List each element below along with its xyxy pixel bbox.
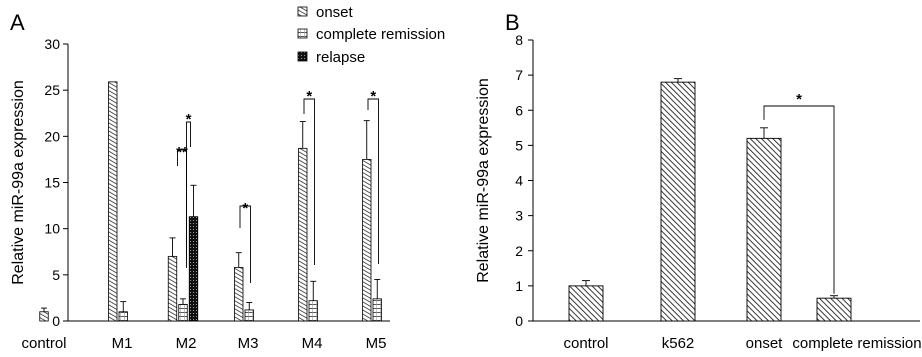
significance-bracket: [763, 105, 835, 294]
significance-bracket: [239, 205, 251, 283]
significance-bracket: [367, 98, 379, 264]
significance-bracket: [177, 149, 187, 268]
bar: [746, 137, 782, 322]
bar: [188, 216, 199, 322]
bar: [234, 267, 244, 322]
bar: [816, 297, 852, 322]
y-tick-label: 0: [52, 313, 60, 329]
y-tick-label: 6: [515, 102, 523, 118]
bar: [372, 298, 382, 322]
bar: [118, 311, 128, 322]
bar: [308, 300, 318, 322]
bar: [298, 147, 308, 322]
y-tick-label: 15: [44, 175, 60, 191]
significance-bracket: [303, 98, 315, 265]
x-tick-label: M2: [176, 335, 197, 352]
significance-label: *: [796, 91, 802, 108]
bar: [167, 255, 178, 322]
y-tick-label: 5: [515, 137, 523, 153]
legend-label: relapse: [316, 49, 365, 66]
x-tick-label: M5: [366, 335, 387, 352]
y-axis-label: Relative miR-99a expression: [475, 78, 492, 283]
x-tick-label: M1: [112, 335, 133, 352]
legend-label: complete remission: [316, 26, 445, 43]
y-tick-label: 1: [515, 278, 523, 294]
y-tick-label: 2: [515, 243, 523, 259]
bar: [244, 309, 254, 322]
bar: [108, 81, 118, 322]
y-tick-label: 5: [52, 267, 60, 283]
x-tick-label: M4: [302, 335, 323, 352]
significance-label: *: [186, 111, 192, 128]
significance-label: *: [370, 88, 376, 105]
y-tick-label: 30: [44, 36, 60, 52]
x-tick-label: onset: [746, 335, 784, 352]
legend-swatch: [297, 28, 308, 39]
x-tick-label: control: [563, 335, 608, 352]
panel-label: B: [505, 10, 520, 35]
legend-swatch: [297, 6, 308, 17]
x-tick-label: complete remission: [792, 335, 921, 352]
legend-label: onset: [316, 4, 354, 21]
x-tick-label: M3: [238, 335, 259, 352]
y-tick-label: 20: [44, 128, 60, 144]
y-tick-label: 8: [515, 32, 523, 48]
legend-swatch: [297, 51, 308, 62]
bar: [660, 81, 696, 322]
bar: [568, 285, 604, 322]
y-tick-label: 4: [515, 173, 523, 189]
y-tick-label: 10: [44, 221, 60, 237]
bar: [39, 311, 49, 322]
significance-bracket: [186, 121, 191, 260]
x-tick-label: control: [21, 335, 66, 352]
panel-label: A: [10, 10, 25, 35]
significance-label: *: [242, 200, 248, 217]
significance-label: *: [306, 88, 312, 105]
y-axis-label: Relative miR-99a expression: [10, 80, 27, 285]
y-tick-label: 7: [515, 67, 523, 83]
significance-label: **: [176, 144, 188, 161]
x-tick-label: k562: [662, 335, 695, 352]
bar: [178, 303, 188, 322]
y-tick-label: 25: [44, 82, 60, 98]
bar: [362, 159, 372, 322]
y-tick-label: 0: [515, 313, 523, 329]
y-tick-label: 3: [515, 208, 523, 224]
